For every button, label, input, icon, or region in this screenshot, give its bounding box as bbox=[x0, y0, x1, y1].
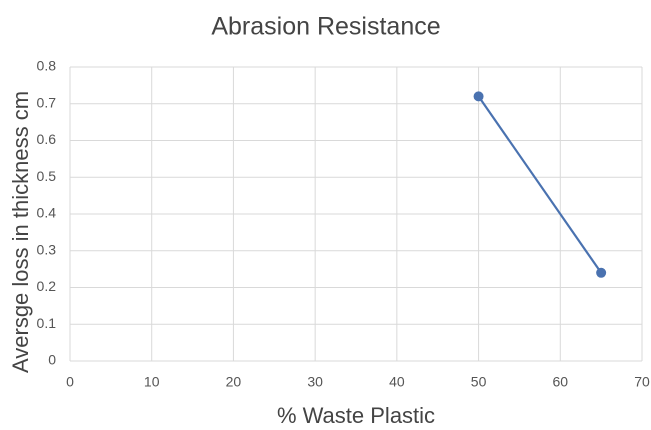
x-tick-label: 30 bbox=[307, 374, 323, 390]
y-tick-label: 0.4 bbox=[37, 205, 57, 221]
x-tick-label: 20 bbox=[226, 374, 242, 390]
x-tick-label: 40 bbox=[389, 374, 405, 390]
y-axis-title: Aversge loss in thickness cm bbox=[8, 91, 33, 373]
y-tick-label: 0.5 bbox=[37, 168, 57, 184]
x-tick-label: 10 bbox=[144, 374, 160, 390]
chart-title: Abrasion Resistance bbox=[211, 13, 440, 41]
y-tick-label: 0.1 bbox=[37, 315, 57, 331]
data-point bbox=[473, 91, 484, 102]
data-point bbox=[596, 267, 607, 278]
x-tick-label: 0 bbox=[66, 374, 74, 390]
x-axis-title: % Waste Plastic bbox=[277, 403, 435, 428]
y-tick-label: 0.6 bbox=[37, 131, 57, 147]
y-tick-label: 0.8 bbox=[37, 58, 57, 74]
y-tick-label: 0.7 bbox=[37, 94, 57, 110]
x-tick-label: 60 bbox=[552, 374, 568, 390]
y-tick-label: 0.3 bbox=[37, 241, 57, 257]
x-tick-label: 70 bbox=[634, 374, 650, 390]
y-tick-label: 0 bbox=[48, 352, 56, 368]
data-line bbox=[477, 95, 603, 274]
x-tick-label: 50 bbox=[471, 374, 487, 390]
y-tick-label: 0.2 bbox=[37, 278, 57, 294]
